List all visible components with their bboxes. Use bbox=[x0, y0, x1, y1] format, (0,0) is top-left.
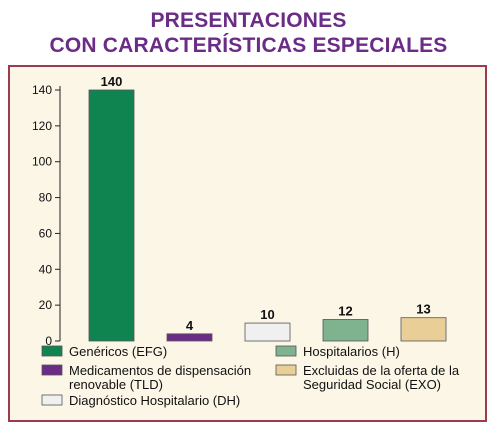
legend-label: Seguridad Social (EXO) bbox=[303, 377, 441, 392]
bar bbox=[244, 322, 291, 342]
bar-value-label: 4 bbox=[186, 318, 194, 333]
chart-title: PRESENTACIONES CON CARACTERÍSTICAS ESPEC… bbox=[0, 8, 497, 58]
legend-label: Hospitalarios (H) bbox=[303, 344, 400, 359]
chart-panel bbox=[8, 65, 487, 422]
bar-value-label: 10 bbox=[260, 307, 274, 322]
y-tick-label: 80 bbox=[39, 191, 53, 205]
bar bbox=[400, 317, 447, 342]
y-tick-label: 120 bbox=[32, 119, 52, 133]
title-line-1: PRESENTACIONES bbox=[150, 9, 347, 32]
bar-value-label: 12 bbox=[338, 303, 352, 318]
y-tick-label: 140 bbox=[32, 83, 52, 97]
y-tick-label: 0 bbox=[45, 334, 52, 348]
bar bbox=[322, 319, 369, 342]
bar-value-label: 140 bbox=[101, 74, 123, 89]
y-tick-label: 20 bbox=[39, 298, 53, 312]
legend-label: Genéricos (EFG) bbox=[69, 344, 167, 359]
legend-swatch bbox=[41, 345, 63, 357]
y-tick-label: 40 bbox=[39, 262, 53, 276]
legend-swatch bbox=[275, 364, 297, 376]
legend-label: Medicamentos de dispensación bbox=[69, 363, 251, 378]
legend-swatch bbox=[41, 364, 63, 376]
legend-label: renovable (TLD) bbox=[69, 377, 163, 392]
legend-swatch bbox=[41, 394, 63, 406]
legend-label: Diagnóstico Hospitalario (DH) bbox=[69, 393, 240, 408]
bar-value-label: 13 bbox=[416, 302, 430, 317]
bar bbox=[88, 89, 135, 342]
bar bbox=[166, 333, 213, 342]
y-tick-label: 60 bbox=[39, 226, 53, 240]
title-line-2: CON CARACTERÍSTICAS ESPECIALES bbox=[49, 34, 448, 57]
y-tick-label: 100 bbox=[32, 155, 52, 169]
legend-swatch bbox=[275, 345, 297, 357]
legend-label: Excluidas de la oferta de la bbox=[303, 363, 460, 378]
